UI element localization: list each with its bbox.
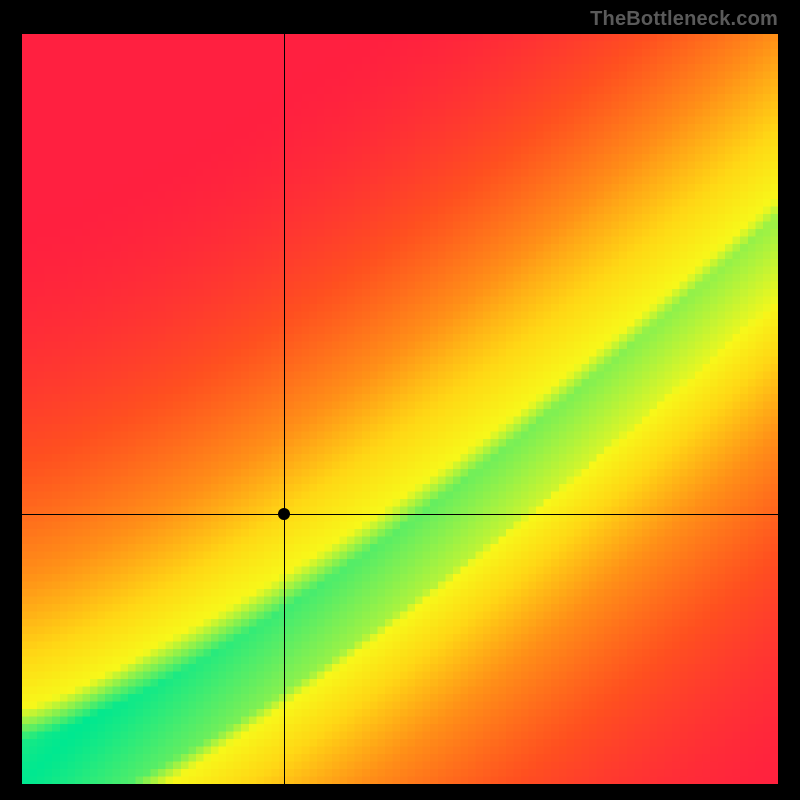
heatmap-canvas [22, 34, 778, 784]
crosshair-vertical [284, 34, 285, 784]
attribution-text: TheBottleneck.com [590, 8, 778, 31]
heatmap-plot [22, 34, 778, 784]
crosshair-horizontal [22, 514, 778, 515]
chart-container: TheBottleneck.com [0, 0, 800, 800]
data-point-marker [278, 508, 290, 520]
